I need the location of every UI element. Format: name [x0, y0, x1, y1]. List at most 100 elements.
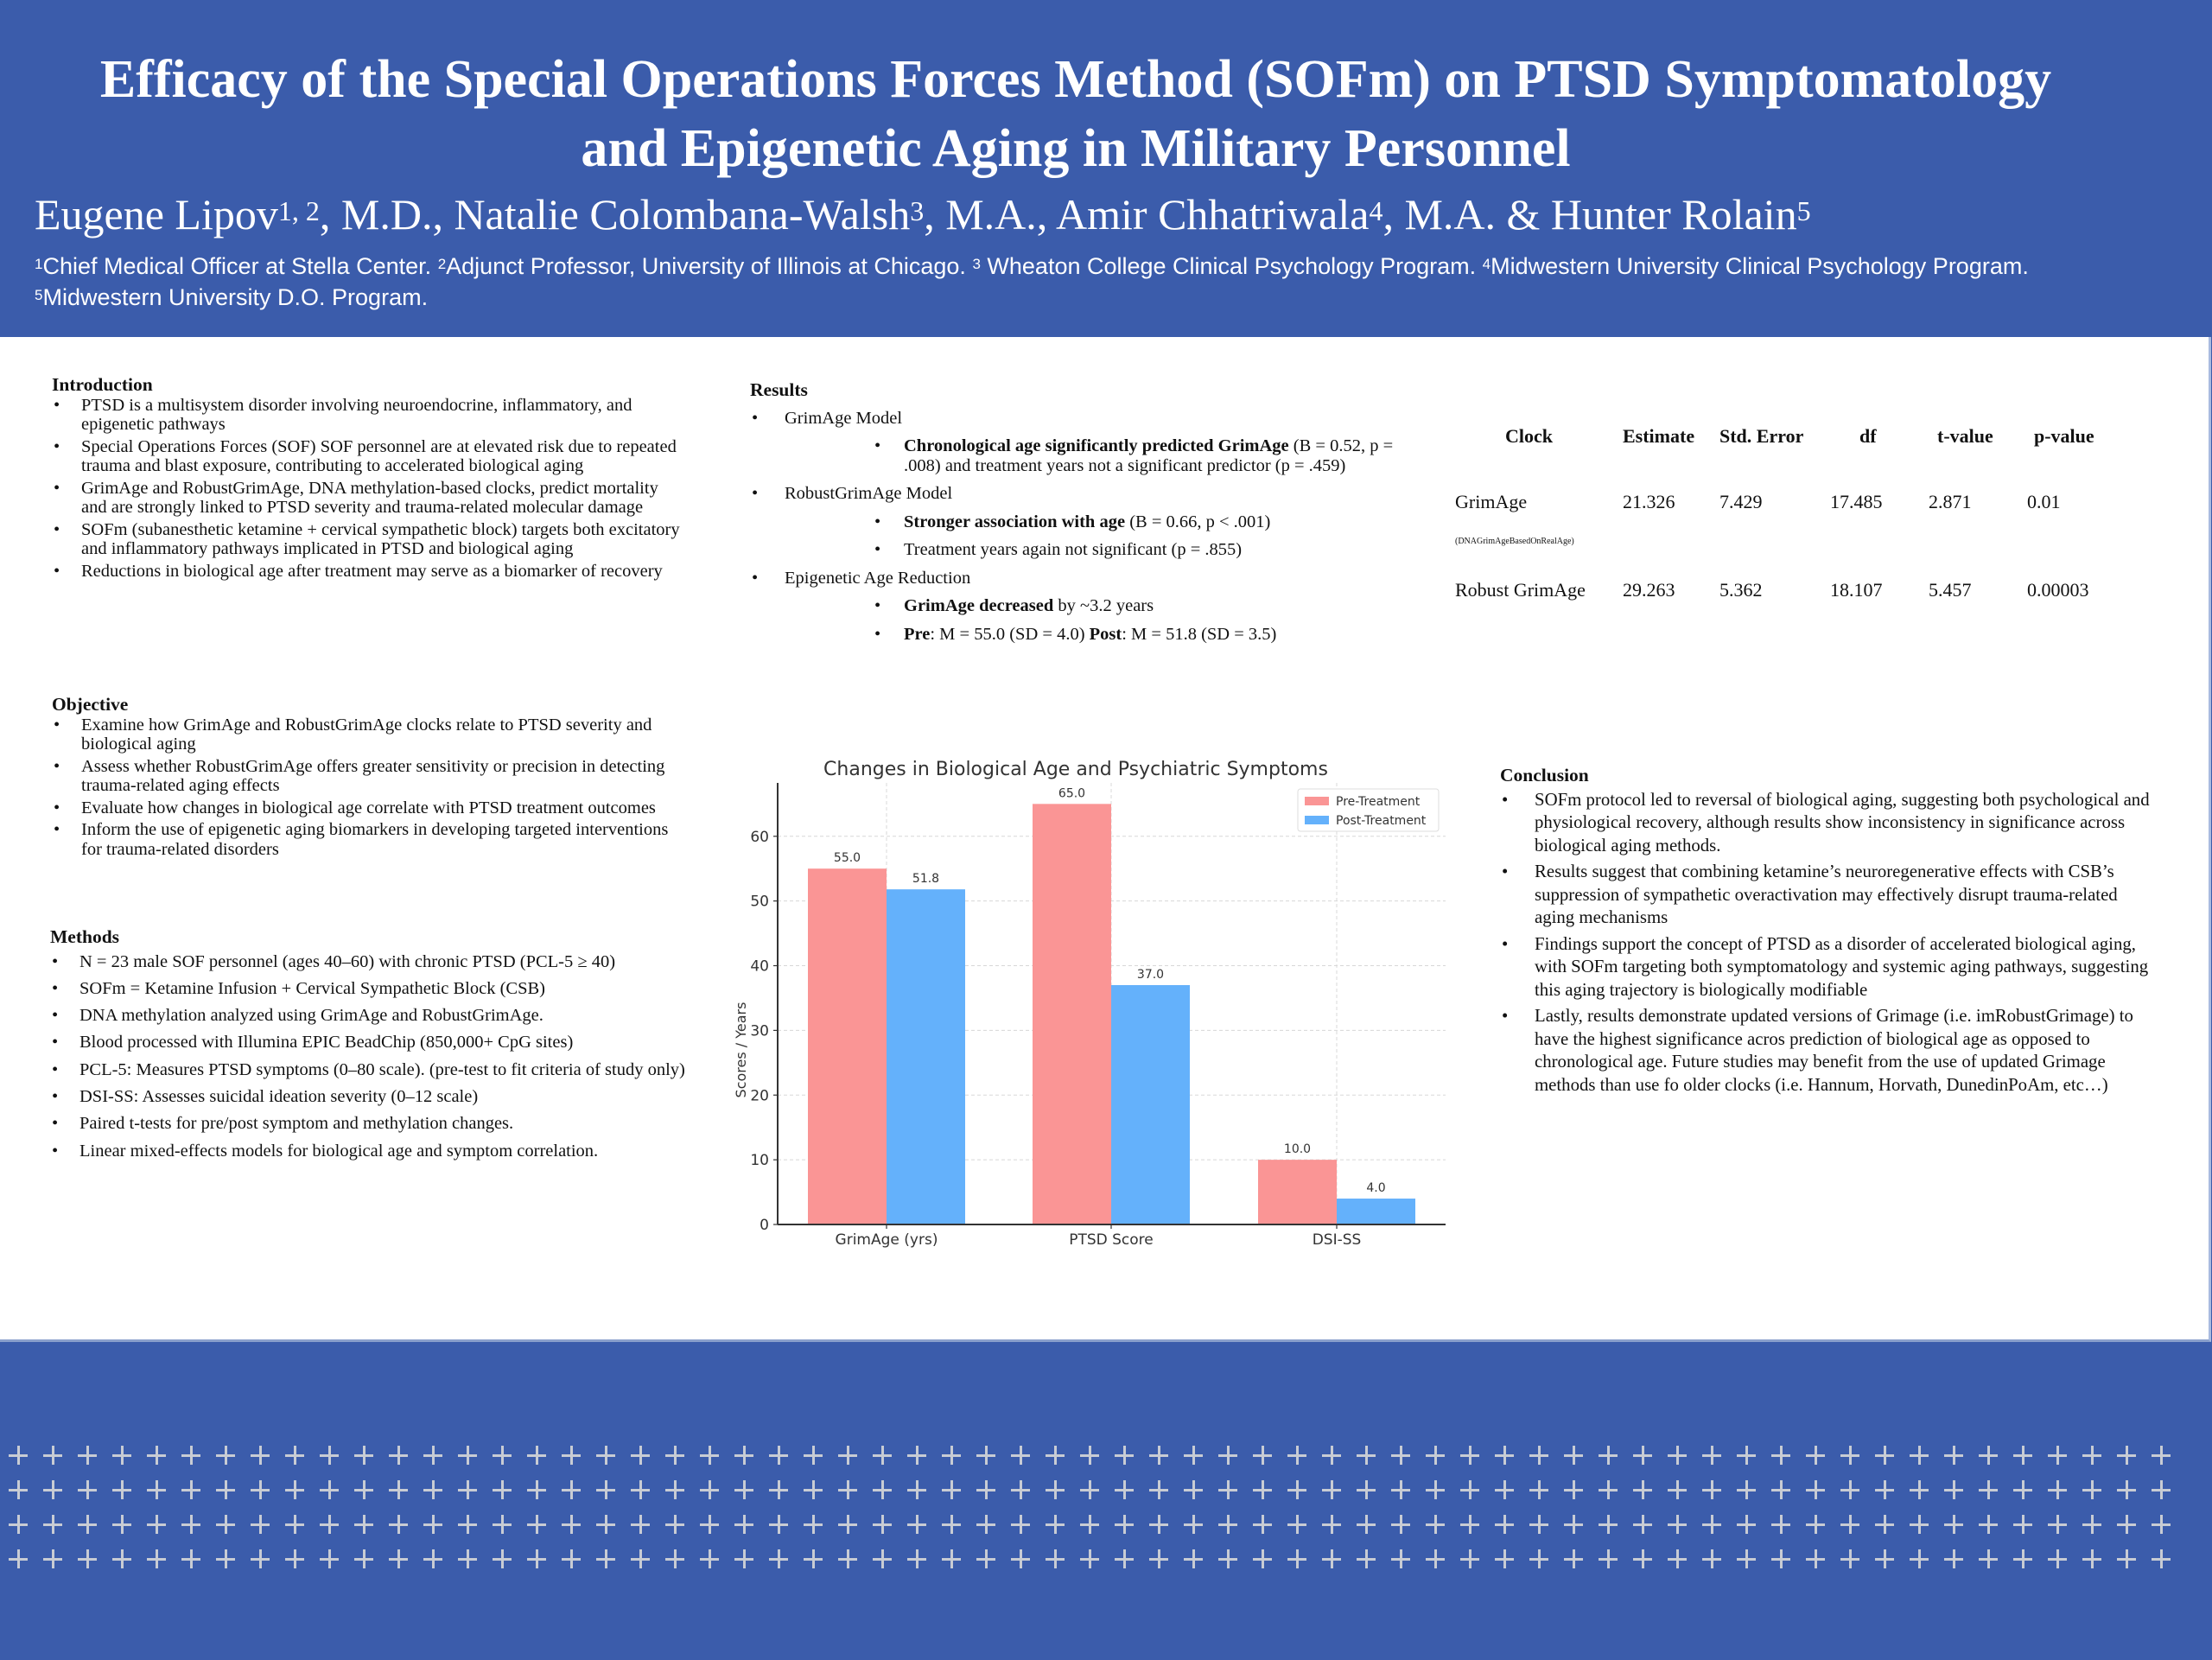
plus-icon [1287, 1515, 1306, 1534]
plus-icon [1322, 1515, 1341, 1534]
plus-icon [873, 1446, 892, 1465]
plus-icon [1529, 1549, 1548, 1568]
plus-icon [1771, 1446, 1790, 1465]
plus-icon [1564, 1549, 1583, 1568]
plus-icon [769, 1549, 788, 1568]
plus-icon [216, 1446, 235, 1465]
table-cell-t: 2.871 [1929, 491, 1972, 512]
plus-icon [1979, 1446, 1998, 1465]
introduction-heading: Introduction [52, 374, 153, 395]
plus-icon [1184, 1515, 1203, 1534]
plus-icon [804, 1549, 823, 1568]
plus-icon [942, 1549, 961, 1568]
plus-icon [1184, 1480, 1203, 1499]
plus-icon [251, 1515, 270, 1534]
plus-icon [1668, 1515, 1687, 1534]
plus-icon [1910, 1446, 1929, 1465]
list-item: Examine how GrimAge and RobustGrimAge cl… [52, 716, 683, 754]
plus-icon [1357, 1515, 1376, 1534]
plus-icon [251, 1480, 270, 1499]
plus-icon [942, 1480, 961, 1499]
plus-icon [1979, 1549, 1998, 1568]
plus-icon [665, 1446, 684, 1465]
plus-icon [596, 1549, 615, 1568]
plus-icon [734, 1446, 753, 1465]
plus-icon [1115, 1515, 1134, 1534]
plus-icon [734, 1549, 753, 1568]
plus-icon [873, 1480, 892, 1499]
plus-icon [1426, 1480, 1445, 1499]
plus-icon [1529, 1515, 1548, 1534]
plus-icon [1737, 1480, 1756, 1499]
plus-icon [562, 1446, 581, 1465]
plus-icon [596, 1480, 615, 1499]
results-epigenetic-finding: GrimAge decreased by ~3.2 years [750, 596, 1420, 616]
plus-icon [112, 1515, 131, 1534]
plus-icon [2082, 1446, 2101, 1465]
plus-icon [1046, 1549, 1065, 1568]
plus-icon [1875, 1446, 1894, 1465]
table-cell-df: 17.485 [1830, 491, 1883, 512]
results-section: Results GrimAge Model Chronological age … [750, 380, 1420, 652]
plus-icon [1080, 1549, 1099, 1568]
introduction-section: Introduction PTSD is a multisystem disor… [52, 375, 683, 583]
plus-icon [389, 1446, 408, 1465]
plus-icon [1599, 1549, 1618, 1568]
plus-icon [1702, 1446, 1721, 1465]
affiliation-sup: 1 [35, 256, 43, 272]
plus-icon [320, 1480, 339, 1499]
plus-icon [2013, 1480, 2032, 1499]
plus-icon [1979, 1515, 1998, 1534]
plus-icon [1322, 1549, 1341, 1568]
plus-icon [1218, 1515, 1237, 1534]
plus-icon [389, 1515, 408, 1534]
y-tick-label: 60 [750, 829, 769, 846]
title-line-1: Efficacy of the Special Operations Force… [99, 50, 2052, 109]
plus-icon [734, 1515, 753, 1534]
plus-icon [1011, 1480, 1030, 1499]
plus-icon [43, 1480, 62, 1499]
list-item: Inform the use of epigenetic aging bioma… [52, 820, 683, 859]
results-grimage-finding: Chronological age significantly predicte… [750, 436, 1420, 475]
plus-icon [354, 1446, 373, 1465]
table-cell-clock-sub: (DNAGrimAgeBasedOnRealAge) [1455, 537, 1574, 546]
plus-icon [1529, 1480, 1548, 1499]
plus-icon [2082, 1549, 2101, 1568]
plus-icon [112, 1480, 131, 1499]
table-header-df: df [1859, 425, 1877, 447]
objective-section: Objective Examine how GrimAge and Robust… [52, 695, 683, 862]
plus-icon [838, 1549, 857, 1568]
plus-icon [976, 1446, 995, 1465]
bar-pre [1258, 1160, 1337, 1224]
plus-icon [562, 1549, 581, 1568]
plus-icon [43, 1549, 62, 1568]
list-item: N = 23 male SOF personnel (ages 40–60) w… [50, 952, 690, 972]
bar-value-label: 65.0 [1058, 786, 1085, 800]
plus-icon [769, 1480, 788, 1499]
plus-icon [423, 1446, 442, 1465]
plus-icon [942, 1515, 961, 1534]
plus-icon [1287, 1549, 1306, 1568]
plus-icon [1944, 1446, 1963, 1465]
bar-pre [808, 868, 887, 1224]
bar-post [1111, 984, 1190, 1224]
author-name: Hunter Rolain [1550, 190, 1797, 239]
plus-icon [1840, 1480, 1859, 1499]
plus-icon [1668, 1549, 1687, 1568]
plus-icon [2117, 1446, 2136, 1465]
list-item: PTSD is a multisystem disorder involving… [52, 396, 683, 435]
plus-icon [78, 1446, 97, 1465]
legend-swatch-post [1305, 816, 1329, 824]
plain-text: by ~3.2 years [1053, 596, 1154, 615]
methods-list: N = 23 male SOF personnel (ages 40–60) w… [50, 952, 690, 1161]
affiliation-text: Chief Medical Officer at Stella Center. [42, 253, 438, 279]
author-degree: , M.D., [319, 190, 454, 239]
plus-icon [1771, 1480, 1790, 1499]
bold-text: Stronger association with age [904, 512, 1126, 531]
plus-icon [873, 1515, 892, 1534]
legend-label: Pre-Treatment [1336, 795, 1421, 809]
plus-icon [1840, 1549, 1859, 1568]
methods-heading: Methods [50, 926, 120, 947]
affiliation-sup: 2 [437, 256, 447, 272]
list-item: Special Operations Forces (SOF) SOF pers… [52, 437, 683, 476]
